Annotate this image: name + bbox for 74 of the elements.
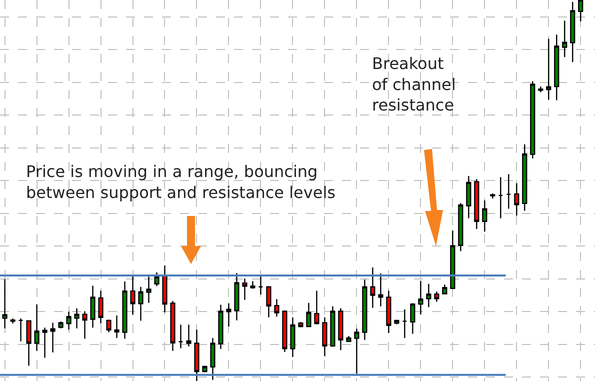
candlestick xyxy=(298,321,304,328)
candlestick xyxy=(386,290,392,334)
candlestick xyxy=(266,286,272,318)
candlestick xyxy=(330,306,336,348)
candlestick xyxy=(162,264,168,314)
candlestick xyxy=(418,280,424,315)
candlestick xyxy=(306,302,312,328)
candlestick xyxy=(370,266,376,308)
candlestick xyxy=(186,324,192,347)
candlestick xyxy=(122,280,128,340)
candlestick xyxy=(274,298,280,318)
candlestick xyxy=(450,230,456,290)
candlestick xyxy=(2,278,8,330)
annotation: Price is moving in a range, bouncing between support and resistance levels xyxy=(26,162,336,202)
candlestick xyxy=(66,311,72,330)
candlestick xyxy=(178,324,184,349)
candlestick xyxy=(50,322,56,354)
candlestick xyxy=(546,38,552,100)
candlestick xyxy=(234,272,240,322)
candlestick xyxy=(194,328,200,381)
candlestick xyxy=(530,80,536,160)
candlestick xyxy=(82,310,88,340)
candlestick xyxy=(570,1,576,63)
candlestick xyxy=(314,290,320,325)
candlestick xyxy=(458,202,464,252)
candlestick xyxy=(522,144,528,212)
candlestick xyxy=(42,327,48,358)
candlestick xyxy=(498,176,504,219)
candlestick xyxy=(114,314,120,339)
candlestick xyxy=(378,272,384,307)
candlestick xyxy=(338,308,344,351)
candlestick xyxy=(346,335,352,342)
candlestick xyxy=(474,178,480,230)
candlestick xyxy=(10,318,16,324)
candlestick xyxy=(58,320,64,330)
candlestick xyxy=(426,283,432,308)
candlestick xyxy=(354,328,360,374)
candlestick xyxy=(74,308,80,330)
candlestick xyxy=(34,304,40,352)
candlestick xyxy=(258,276,264,296)
candlestick xyxy=(290,316,296,358)
candlestick xyxy=(202,365,208,373)
candlestick xyxy=(322,316,328,357)
candlestick xyxy=(106,319,112,333)
candlestick xyxy=(442,284,448,294)
candlestick xyxy=(410,302,416,334)
candlestick xyxy=(506,174,512,210)
candlestick xyxy=(210,337,216,380)
candlestick xyxy=(98,290,104,324)
candlestick xyxy=(538,86,544,93)
candlestick xyxy=(250,280,256,290)
candlestick xyxy=(362,279,368,340)
candlestick xyxy=(482,200,488,232)
candlestick xyxy=(490,192,496,200)
candlestick xyxy=(226,302,232,328)
candlestick xyxy=(242,278,248,300)
candlestick xyxy=(466,175,472,219)
candlestick xyxy=(554,34,560,101)
candlestick xyxy=(402,308,408,339)
candlestick xyxy=(138,286,144,322)
candlestick xyxy=(282,310,288,353)
annotation: Breakout of channel resistance xyxy=(372,54,456,115)
candlestick xyxy=(18,318,24,342)
candlestick xyxy=(562,20,568,58)
candlestick xyxy=(218,304,224,350)
candlestick xyxy=(146,276,152,304)
candlestick xyxy=(90,285,96,328)
candlestick xyxy=(154,272,160,287)
candlestick xyxy=(130,275,136,316)
candlestick xyxy=(578,0,584,22)
candlestick xyxy=(170,300,176,352)
candlestick xyxy=(26,320,32,366)
candlestick xyxy=(514,182,520,216)
candlestick xyxy=(434,290,440,302)
